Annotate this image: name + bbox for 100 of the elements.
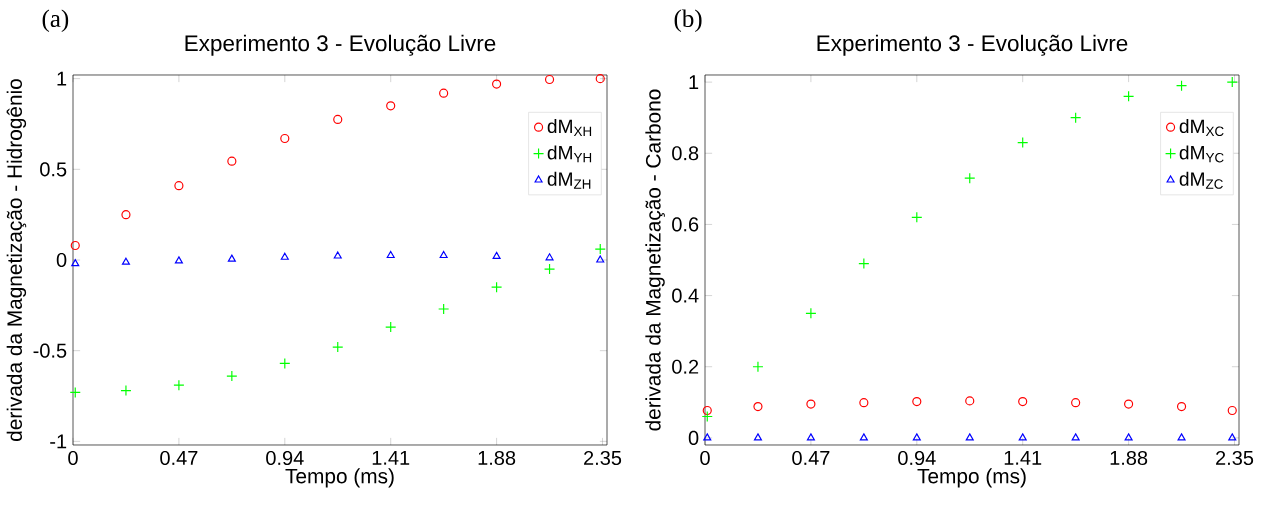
legend-label: dM$_{YC}$ bbox=[1179, 145, 1224, 163]
point bbox=[332, 341, 344, 353]
point bbox=[596, 255, 605, 263]
point bbox=[594, 243, 606, 255]
point bbox=[911, 211, 923, 223]
point bbox=[1018, 397, 1028, 407]
point bbox=[965, 433, 974, 441]
x-axis-title: Tempo (ms) bbox=[917, 468, 1026, 488]
point bbox=[386, 250, 395, 259]
y-tick-label: 0 bbox=[56, 252, 67, 268]
x-tick-label: 0.47 bbox=[160, 450, 198, 466]
point bbox=[545, 253, 554, 261]
point bbox=[121, 257, 131, 265]
point bbox=[120, 385, 132, 397]
point bbox=[703, 433, 712, 441]
point bbox=[279, 357, 291, 369]
legend-label: dM$_{XH}$ bbox=[547, 119, 592, 136]
point bbox=[701, 410, 713, 423]
point bbox=[543, 263, 556, 275]
point bbox=[71, 259, 80, 267]
point bbox=[70, 240, 80, 251]
x-tick-label: 0.47 bbox=[792, 450, 830, 466]
point bbox=[333, 114, 343, 125]
point bbox=[280, 133, 290, 144]
point bbox=[1123, 90, 1135, 102]
text: (a) bbox=[42, 9, 69, 33]
point bbox=[595, 74, 605, 84]
legend-label: dM$_{ZC}$ bbox=[1179, 171, 1223, 189]
y-tick-label: 1 bbox=[689, 75, 699, 89]
point bbox=[386, 101, 396, 111]
point bbox=[385, 321, 397, 333]
point bbox=[1228, 433, 1237, 441]
point bbox=[174, 256, 183, 264]
point bbox=[1070, 112, 1082, 124]
point bbox=[439, 88, 449, 98]
x-tick-label: 2.35 bbox=[1216, 450, 1254, 466]
y-tick-label: 0.8 bbox=[672, 146, 699, 161]
point bbox=[1124, 433, 1133, 441]
point bbox=[965, 396, 975, 406]
point bbox=[912, 433, 921, 441]
point bbox=[1071, 433, 1080, 441]
legend-label: dM$_{ZH}$ bbox=[547, 171, 591, 189]
point bbox=[752, 361, 764, 373]
point bbox=[491, 281, 503, 293]
y-axis-title: derivada da Magnetização - Hidrogênio bbox=[6, 79, 27, 441]
point bbox=[173, 379, 185, 391]
point bbox=[227, 156, 237, 166]
y-tick-label: 0 bbox=[688, 430, 699, 445]
point bbox=[1018, 433, 1027, 441]
point bbox=[1226, 76, 1238, 88]
x-axis-title: Tempo (ms) bbox=[285, 468, 394, 488]
point bbox=[121, 210, 131, 220]
point bbox=[806, 433, 815, 441]
x-tick-label: 0 bbox=[700, 450, 710, 466]
point bbox=[69, 386, 81, 398]
point bbox=[226, 370, 238, 382]
point bbox=[1124, 399, 1134, 409]
point bbox=[439, 250, 448, 259]
point bbox=[964, 172, 976, 184]
point bbox=[174, 181, 184, 191]
y-tick-label: -0.5 bbox=[33, 343, 67, 358]
point bbox=[912, 397, 922, 407]
legend-label: dM$_{XC}$ bbox=[1179, 119, 1224, 137]
y-tick-label: 0.2 bbox=[672, 359, 699, 374]
point bbox=[859, 433, 868, 441]
text: (b) bbox=[674, 9, 702, 33]
y-tick-label: 0.4 bbox=[672, 288, 699, 303]
point bbox=[492, 251, 501, 259]
point bbox=[1017, 137, 1029, 149]
chart-title: Experimento 3 - Evolução Livre bbox=[817, 34, 1128, 56]
x-tick-label: 1.88 bbox=[1110, 450, 1148, 466]
point bbox=[1176, 401, 1187, 412]
y-tick-label: 0.6 bbox=[672, 217, 699, 232]
x-tick-label: 2.35 bbox=[584, 450, 622, 466]
y-tick-label: -1 bbox=[50, 434, 67, 449]
y-tick-label: 0.5 bbox=[40, 162, 67, 177]
point bbox=[1175, 80, 1188, 92]
point bbox=[544, 74, 555, 85]
point bbox=[806, 399, 816, 409]
point bbox=[280, 252, 289, 260]
x-tick-label: 0 bbox=[68, 450, 78, 466]
x-tick-label: 0.94 bbox=[266, 450, 304, 466]
point bbox=[227, 254, 236, 262]
point bbox=[753, 401, 763, 412]
point bbox=[805, 307, 817, 319]
point bbox=[1227, 405, 1237, 416]
point bbox=[858, 257, 870, 270]
point bbox=[1071, 398, 1081, 408]
point bbox=[492, 79, 502, 89]
x-tick-label: 0.94 bbox=[898, 450, 936, 466]
point bbox=[753, 433, 763, 441]
y-tick-label: 1 bbox=[57, 71, 67, 86]
point bbox=[438, 303, 450, 315]
x-tick-label: 1.41 bbox=[1004, 450, 1042, 465]
point bbox=[859, 398, 869, 408]
legend-label: dM$_{YH}$ bbox=[547, 145, 592, 163]
point bbox=[1177, 433, 1186, 441]
x-tick-label: 1.41 bbox=[372, 450, 410, 465]
point bbox=[333, 251, 342, 259]
y-axis-title: derivada da Magnetização - Carbono bbox=[645, 89, 665, 431]
